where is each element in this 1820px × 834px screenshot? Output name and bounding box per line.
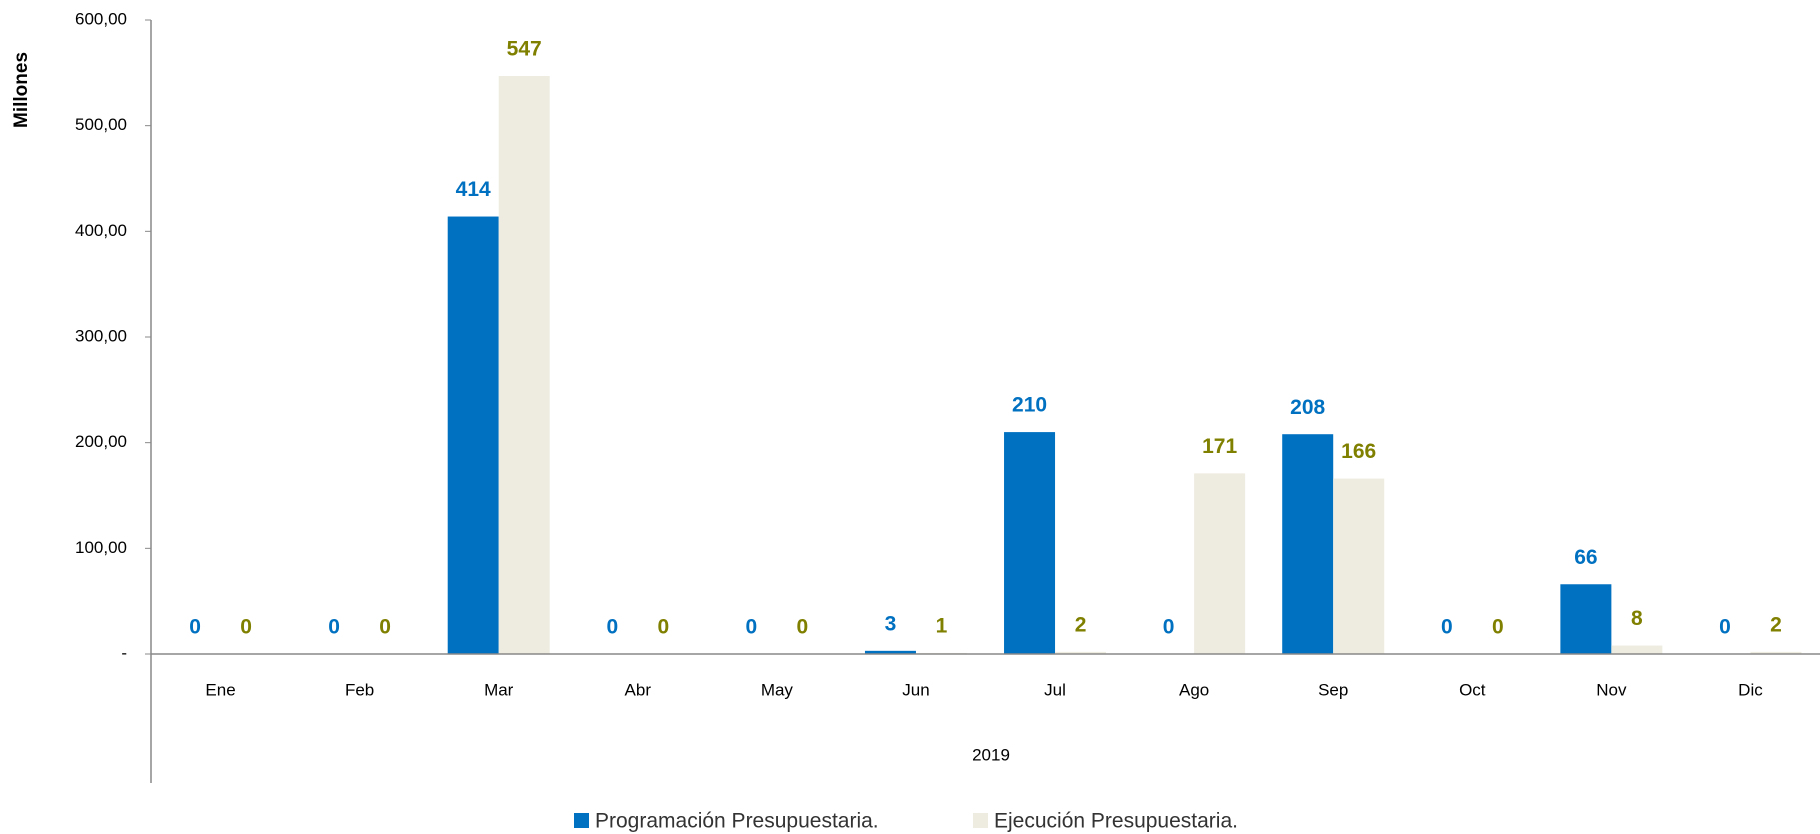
value-label: 2 (1770, 613, 1782, 636)
bar (447, 216, 499, 655)
y-tick-label: 400,00 (75, 221, 127, 240)
bar (1611, 645, 1663, 654)
value-label: 3 (885, 612, 897, 635)
x-tick-label: May (761, 680, 794, 699)
value-label: 1 (936, 614, 948, 637)
value-label: 210 (1012, 394, 1047, 417)
value-label: 547 (507, 38, 542, 61)
value-label: 171 (1202, 435, 1237, 458)
bar (1560, 584, 1612, 654)
value-label: 8 (1631, 607, 1643, 630)
legend-swatch (574, 813, 589, 828)
legend-label: Programación Presupuestaria. (595, 810, 879, 833)
y-tick-label: 200,00 (75, 432, 127, 451)
y-axis-label: Millones (11, 52, 32, 128)
y-tick-label: 100,00 (75, 538, 127, 557)
legend-label: Ejecución Presupuestaria. (994, 810, 1238, 833)
x-tick-label: Jul (1044, 680, 1066, 699)
value-label: 0 (1492, 616, 1504, 639)
value-label: 0 (240, 616, 252, 639)
value-label: 0 (606, 616, 618, 639)
value-label: 0 (189, 616, 201, 639)
value-label: 0 (328, 616, 340, 639)
y-tick-label: 500,00 (75, 115, 127, 134)
x-tick-label: Ago (1179, 680, 1209, 699)
value-label: 414 (456, 178, 491, 201)
value-label: 66 (1574, 546, 1597, 569)
x-tick-label: Nov (1596, 680, 1627, 699)
x-tick-label: Jun (902, 680, 929, 699)
x-group-label: 2019 (972, 745, 1010, 764)
value-label: 0 (1163, 616, 1175, 639)
bar (1750, 651, 1802, 654)
bar (1194, 473, 1246, 654)
bar (498, 76, 550, 654)
value-label: 166 (1341, 440, 1376, 463)
value-label: 0 (379, 616, 391, 639)
bar (1055, 651, 1107, 654)
x-tick-label: Feb (345, 680, 374, 699)
value-label: 0 (657, 616, 669, 639)
x-tick-label: Oct (1459, 680, 1486, 699)
bar (1282, 434, 1334, 654)
value-label: 2 (1075, 613, 1087, 636)
bar (1004, 432, 1056, 654)
y-tick-label: - (121, 643, 127, 662)
value-label: 0 (1441, 616, 1453, 639)
legend-swatch (973, 813, 988, 828)
x-tick-label: Mar (484, 680, 514, 699)
value-label: 0 (1719, 616, 1731, 639)
x-tick-label: Ene (205, 680, 235, 699)
x-tick-label: Dic (1738, 680, 1763, 699)
y-tick-label: 600,00 (75, 9, 127, 28)
value-label: 208 (1290, 396, 1325, 419)
x-tick-label: Abr (625, 680, 652, 699)
bar (1333, 478, 1385, 654)
bar (864, 650, 916, 654)
y-tick-label: 300,00 (75, 326, 127, 345)
value-label: 0 (746, 616, 758, 639)
value-label: 0 (797, 616, 809, 639)
x-tick-label: Sep (1318, 680, 1348, 699)
